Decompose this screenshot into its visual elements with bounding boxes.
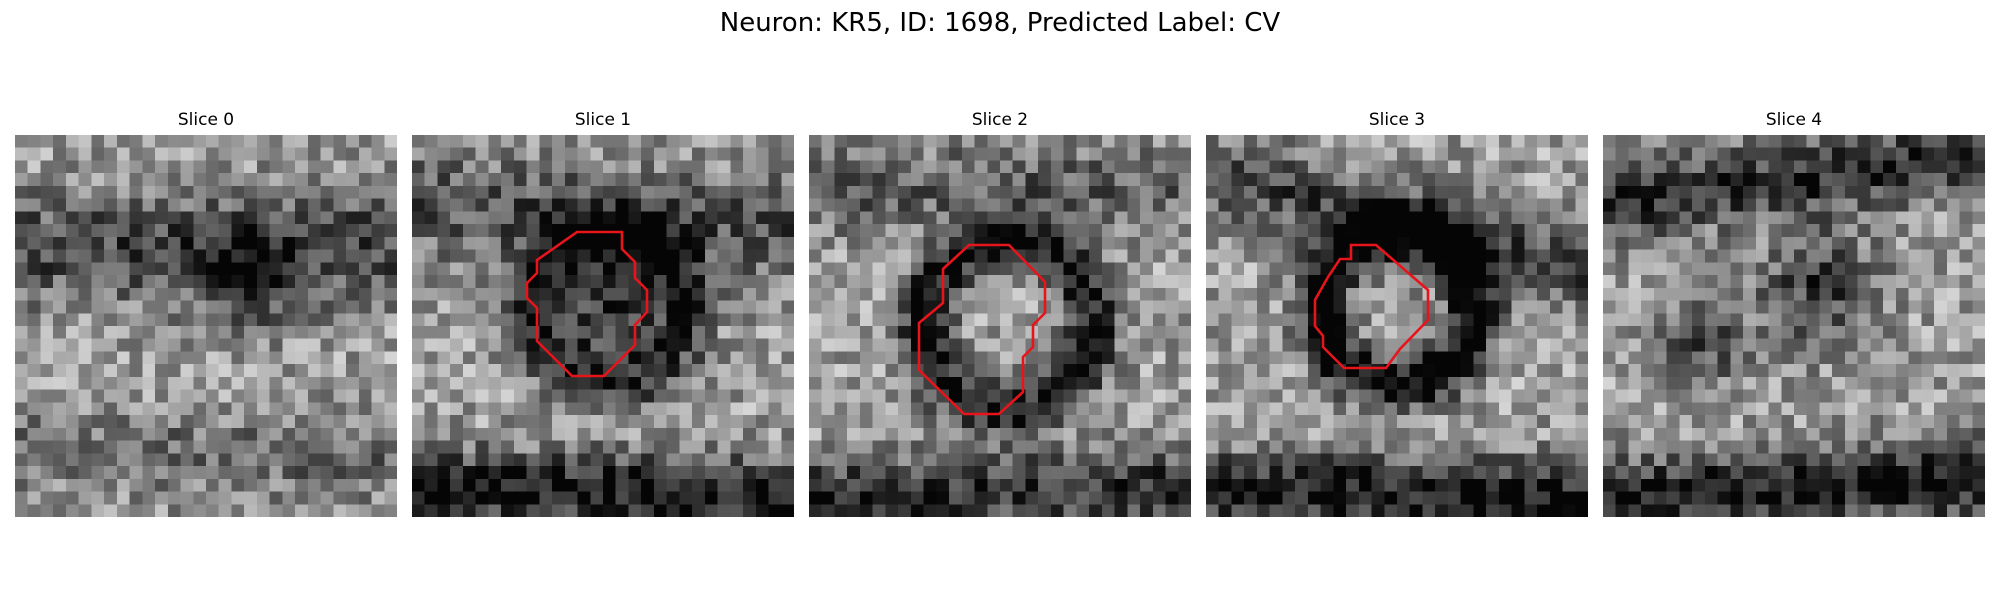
slice-2-grayscale-image	[809, 135, 1191, 517]
slice-1-contour-overlay	[525, 230, 649, 378]
slice-panel-0: Slice 0	[15, 108, 397, 517]
slice-3-contour-overlay	[1313, 243, 1430, 370]
slice-1-grayscale-image	[412, 135, 794, 517]
slice-title-2: Slice 2	[971, 110, 1029, 130]
slice-3-grayscale-image	[1206, 135, 1588, 517]
slice-image-0	[15, 135, 397, 517]
slice-title-3: Slice 3	[1368, 110, 1426, 130]
slice-title-1: Slice 1	[574, 110, 632, 130]
slice-image-4	[1603, 135, 1985, 517]
slice-image-1	[412, 135, 794, 517]
slice-panel-2: Slice 2	[809, 108, 1191, 517]
slice-2-contour-overlay	[917, 243, 1047, 416]
slice-2-red-contour	[917, 243, 1047, 416]
slice-4-grayscale-image	[1603, 135, 1985, 517]
slice-image-2	[809, 135, 1191, 517]
slice-0-grayscale-image	[15, 135, 397, 517]
slice-title-4: Slice 4	[1765, 110, 1823, 130]
slice-image-3	[1206, 135, 1588, 517]
slice-panel-1: Slice 1	[412, 108, 794, 517]
slice-title-0: Slice 0	[177, 110, 235, 130]
slice-panel-3: Slice 3	[1206, 108, 1588, 517]
slice-panel-4: Slice 4	[1603, 108, 1985, 517]
figure-title: Neuron: KR5, ID: 1698, Predicted Label: …	[719, 8, 1281, 38]
slice-1-red-contour	[525, 230, 649, 378]
slice-3-red-contour	[1313, 243, 1430, 370]
